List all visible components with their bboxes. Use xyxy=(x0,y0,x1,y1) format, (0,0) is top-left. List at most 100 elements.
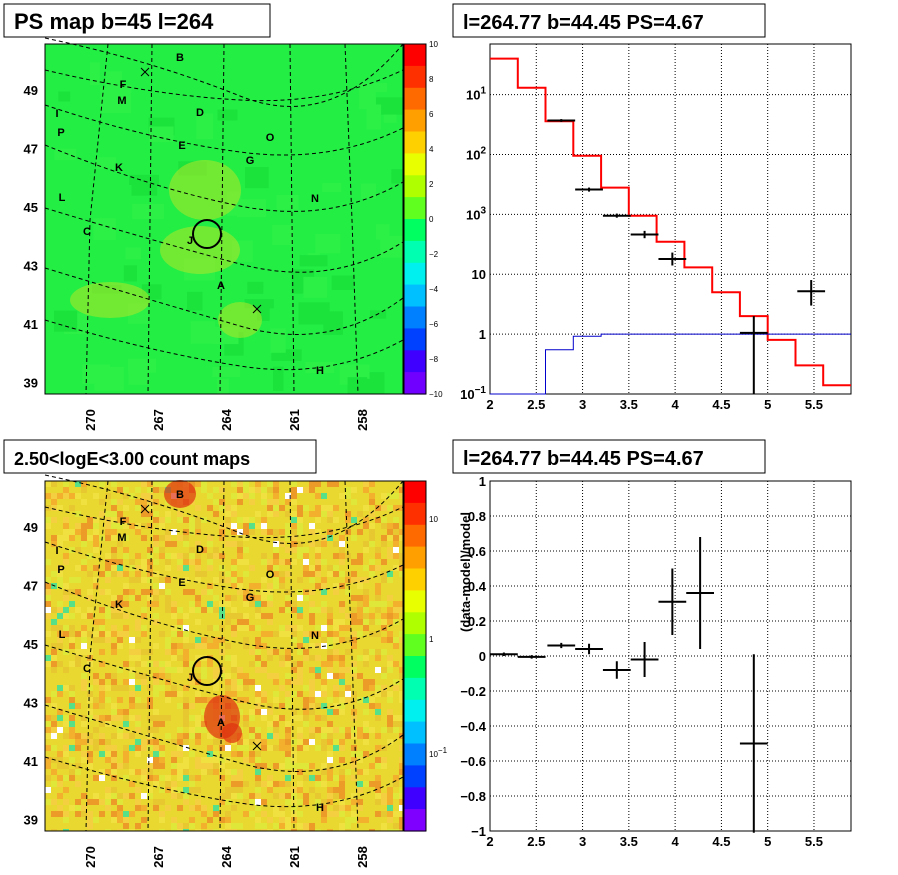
count-cell xyxy=(135,673,141,679)
count-cell xyxy=(177,631,183,637)
count-cell xyxy=(309,679,315,685)
count-cell xyxy=(237,583,243,589)
count-cell xyxy=(99,739,105,745)
count-cell xyxy=(387,547,393,553)
count-cell xyxy=(189,607,195,613)
count-cell xyxy=(219,535,225,541)
count-cell xyxy=(351,631,357,637)
count-cell xyxy=(291,805,297,811)
count-cell xyxy=(87,517,93,523)
count-cell xyxy=(165,715,171,721)
count-cell xyxy=(375,619,381,625)
count-cell xyxy=(399,553,403,559)
count-cell xyxy=(135,499,141,505)
count-cell xyxy=(267,631,273,637)
count-cell xyxy=(129,565,135,571)
count-cell xyxy=(159,481,165,487)
count-cell xyxy=(165,787,171,793)
count-cell xyxy=(315,781,321,787)
count-cell xyxy=(57,715,63,721)
count-cell xyxy=(369,679,375,685)
residual-x-tick-label: 4.5 xyxy=(712,834,730,849)
count-cell xyxy=(177,775,183,781)
count-cell xyxy=(195,829,201,831)
count-cell xyxy=(51,745,57,751)
count-cell xyxy=(399,715,403,721)
map-y-tick-label: 41 xyxy=(24,317,38,332)
count-cell xyxy=(129,793,135,799)
count-cell xyxy=(261,553,267,559)
colorbar-band xyxy=(404,284,426,308)
count-cell xyxy=(363,607,369,613)
count-cell xyxy=(363,649,369,655)
count-cell xyxy=(369,529,375,535)
residual-y-tick-label: −0.4 xyxy=(460,719,486,734)
count-cell xyxy=(117,601,123,607)
colorbar-band xyxy=(404,87,426,111)
lat-gridline xyxy=(44,69,404,102)
count-cell xyxy=(171,685,177,691)
count-cell xyxy=(93,541,99,547)
count-cell xyxy=(363,517,369,523)
count-cell xyxy=(261,739,267,745)
count-cell xyxy=(207,493,213,499)
count-cell xyxy=(285,703,291,709)
count-cell xyxy=(135,577,141,583)
map-y-tick-label: 41 xyxy=(24,754,38,769)
source-label-B: B xyxy=(176,489,184,501)
count-cell xyxy=(81,733,87,739)
count-cell xyxy=(171,541,177,547)
count-cell xyxy=(111,481,117,487)
count-cell xyxy=(399,793,403,799)
count-cell xyxy=(153,487,159,493)
count-cell xyxy=(99,703,105,709)
count-cell xyxy=(159,523,165,529)
count-cell xyxy=(75,547,81,553)
count-cell xyxy=(81,757,87,763)
count-cell xyxy=(393,727,399,733)
count-cell xyxy=(273,481,279,487)
count-cell xyxy=(207,769,213,775)
count-cell xyxy=(123,493,129,499)
count-cell xyxy=(363,577,369,583)
count-cell xyxy=(399,673,403,679)
count-cell xyxy=(261,667,267,673)
count-cell xyxy=(255,751,261,757)
map-cell xyxy=(236,199,266,218)
map-y-tick-label: 45 xyxy=(24,637,38,652)
count-cell xyxy=(87,823,93,829)
count-cell xyxy=(327,787,333,793)
count-cell xyxy=(309,667,315,673)
count-cell xyxy=(381,799,387,805)
count-cell xyxy=(333,727,339,733)
count-cell xyxy=(63,613,69,619)
count-cell xyxy=(111,613,117,619)
count-cell xyxy=(243,697,249,703)
count-cell xyxy=(219,601,225,607)
count-cell xyxy=(351,715,357,721)
count-cell xyxy=(111,523,117,529)
count-cell xyxy=(291,601,297,607)
count-cell xyxy=(135,697,141,703)
count-cell xyxy=(279,505,285,511)
count-cell xyxy=(345,625,351,631)
source-label-K: K xyxy=(115,162,123,174)
count-cell xyxy=(255,613,261,619)
count-cell xyxy=(261,715,267,721)
count-cell xyxy=(201,673,207,679)
count-cell xyxy=(399,565,403,571)
source-label-N: N xyxy=(311,630,319,642)
count-cell xyxy=(189,661,195,667)
count-cell xyxy=(51,769,57,775)
count-cell xyxy=(303,559,309,565)
count-cell xyxy=(237,589,243,595)
count-cell xyxy=(273,793,279,799)
count-cell xyxy=(69,733,75,739)
count-cell xyxy=(387,637,393,643)
count-cell xyxy=(399,745,403,751)
count-cell xyxy=(387,667,393,673)
count-cell xyxy=(309,619,315,625)
count-cell xyxy=(117,511,123,517)
count-cell xyxy=(237,775,243,781)
count-cell xyxy=(321,727,327,733)
